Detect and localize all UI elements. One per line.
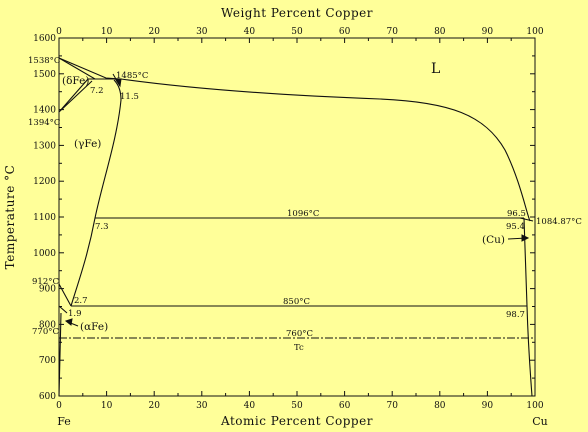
top-tick-label: 20 <box>148 27 160 37</box>
label-1538: 1538°C <box>28 56 60 66</box>
top-tick-label: 90 <box>482 27 494 37</box>
phase-copper-label: (Cu) <box>482 234 505 246</box>
arrow-cu-head <box>521 234 530 242</box>
comp-96-5: 96.5 <box>507 209 526 219</box>
top-tick-label: 100 <box>526 27 543 37</box>
isotherms <box>59 217 535 339</box>
top-tick-label: 80 <box>434 27 446 37</box>
phase-delta-label: (δFe) <box>62 75 89 87</box>
left-tick-label: 1000 <box>33 249 56 259</box>
top-axis-tick-labels: 0 10 20 30 40 50 60 70 80 90 100 <box>56 27 544 37</box>
arrow-1485-head <box>115 78 122 88</box>
left-tick-label: 900 <box>39 285 56 295</box>
comp-1-9: 1.9 <box>68 309 82 319</box>
left-axis-tick-labels: 600 700 800 900 1000 1100 1200 1300 1400 1500 1600 <box>33 34 56 402</box>
comp-95-4: 95.4 <box>506 222 525 232</box>
top-tick-label: 10 <box>101 27 113 37</box>
phase-alpha-label: (αFe) <box>80 321 108 333</box>
left-axis-title: Temperature °C <box>3 165 17 270</box>
label-760: 760°C <box>286 329 313 339</box>
label-1485: 1485°C <box>116 71 148 81</box>
phase-gamma-label: (γFe) <box>74 138 101 150</box>
top-tick-label: 30 <box>196 27 208 37</box>
comp-2-7: 2.7 <box>74 296 88 306</box>
alpha-boundary <box>58 283 72 397</box>
comp-11-5: 11.5 <box>120 92 139 102</box>
phase-liquid-label: L <box>431 61 440 77</box>
bottom-tick-label: 40 <box>244 401 256 411</box>
bottom-tick-label: 50 <box>291 401 303 411</box>
comp-7-2: 7.2 <box>90 86 104 96</box>
top-tick-label: 50 <box>291 27 303 37</box>
right-axis-ticks <box>530 37 535 397</box>
label-tc: Tc <box>294 343 304 353</box>
top-tick-label: 40 <box>244 27 256 37</box>
comp-98-7: 98.7 <box>506 310 525 320</box>
gamma-boundary-left <box>70 99 122 307</box>
liquidus-curve <box>58 57 531 222</box>
bottom-tick-label: 10 <box>101 401 113 411</box>
left-tick-label: 700 <box>39 356 56 366</box>
cu-element-label: Cu <box>532 415 548 428</box>
cu-solvus <box>523 217 533 397</box>
comp-7-3: 7.3 <box>95 222 109 232</box>
label-850: 850°C <box>283 297 310 307</box>
bottom-tick-label: 90 <box>482 401 494 411</box>
gamma-boundary-right <box>113 79 122 101</box>
left-tick-label: 1200 <box>33 177 56 187</box>
label-770: 770°C <box>32 327 59 337</box>
label-1394: 1394°C <box>28 118 60 128</box>
bottom-axis-title: Atomic Percent Copper <box>220 414 373 428</box>
bottom-tick-label: 0 <box>56 401 62 411</box>
top-tick-label: 70 <box>386 27 398 37</box>
left-tick-label: 600 <box>39 392 56 402</box>
top-tick-label: 60 <box>339 27 351 37</box>
arrow-alpha-head <box>64 318 73 326</box>
left-tick-label: 1400 <box>33 106 56 116</box>
delta-gamma-boundary <box>58 78 93 113</box>
bottom-tick-label: 20 <box>148 401 160 411</box>
annotation-arrows <box>64 73 530 327</box>
top-axis-ticks <box>58 38 536 43</box>
left-tick-label: 1500 <box>33 70 56 80</box>
left-tick-label: 800 <box>39 320 56 330</box>
left-tick-label: 1100 <box>33 213 56 223</box>
bottom-axis-tick-labels: 0 10 20 30 40 50 60 70 80 90 100 <box>56 401 544 411</box>
top-axis-title: Weight Percent Copper <box>221 6 373 20</box>
bottom-axis-ticks <box>58 391 536 396</box>
bottom-tick-label: 30 <box>196 401 208 411</box>
bottom-tick-label: 100 <box>526 401 543 411</box>
left-tick-label: 1600 <box>33 34 56 44</box>
label-1084: 1084.87°C <box>536 217 582 227</box>
bottom-tick-label: 80 <box>434 401 446 411</box>
top-tick-label: 0 <box>56 27 62 37</box>
label-1096: 1096°C <box>287 209 319 219</box>
left-tick-label: 1300 <box>33 141 56 151</box>
label-912: 912°C <box>32 277 59 287</box>
bottom-tick-label: 60 <box>339 401 351 411</box>
bottom-tick-label: 70 <box>386 401 398 411</box>
fe-element-label: Fe <box>57 415 71 428</box>
